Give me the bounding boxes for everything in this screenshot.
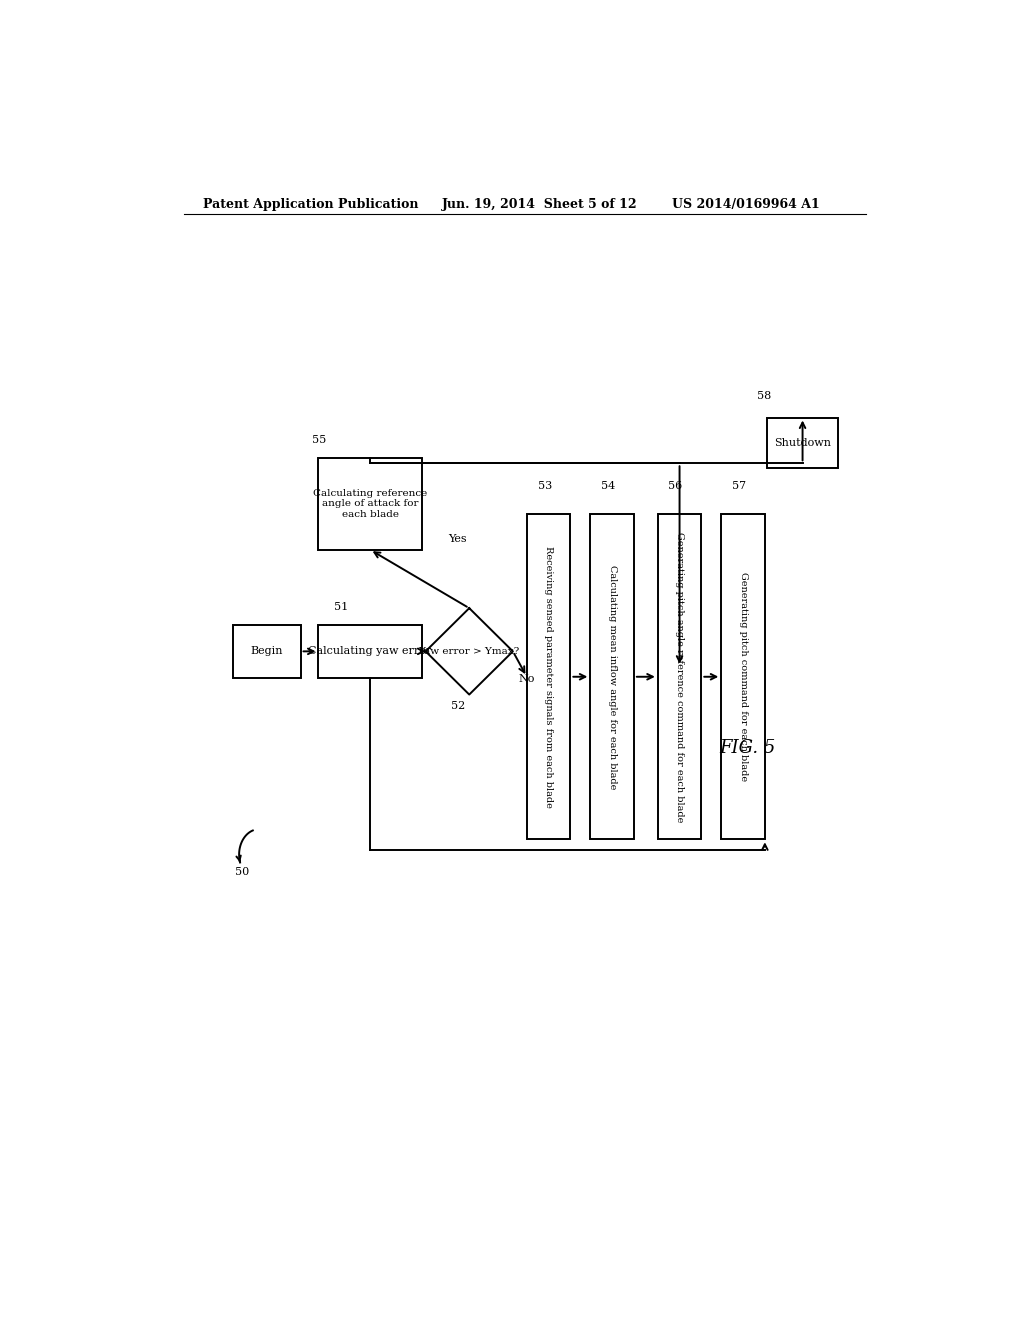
- Text: No: No: [518, 673, 535, 684]
- Bar: [233, 624, 301, 677]
- Text: Yes: Yes: [449, 533, 467, 544]
- Bar: [721, 515, 765, 840]
- Text: Generating pitch command for each blade: Generating pitch command for each blade: [738, 572, 748, 781]
- Text: Jun. 19, 2014  Sheet 5 of 12: Jun. 19, 2014 Sheet 5 of 12: [441, 198, 637, 211]
- Bar: [318, 624, 422, 677]
- Text: FIG. 5: FIG. 5: [719, 739, 775, 756]
- Bar: [657, 515, 701, 840]
- Text: Shutdown: Shutdown: [774, 438, 831, 447]
- Bar: [767, 417, 839, 469]
- Text: Patent Application Publication: Patent Application Publication: [204, 198, 419, 211]
- Text: Begin: Begin: [251, 647, 283, 656]
- Text: Calculating reference
angle of attack for
each blade: Calculating reference angle of attack fo…: [313, 490, 427, 519]
- Text: 53: 53: [538, 480, 552, 491]
- Bar: [590, 515, 634, 840]
- Text: Receiving sensed parameter signals from each blade: Receiving sensed parameter signals from …: [544, 546, 553, 808]
- Text: 56: 56: [669, 480, 683, 491]
- Bar: [318, 458, 422, 549]
- Bar: [526, 515, 570, 840]
- Text: 51: 51: [334, 602, 348, 611]
- Text: Calculating mean inflow angle for each blade: Calculating mean inflow angle for each b…: [607, 565, 616, 789]
- Text: 58: 58: [758, 391, 771, 401]
- Text: 55: 55: [312, 436, 327, 445]
- Text: Generating pitch angle reference command for each blade: Generating pitch angle reference command…: [675, 532, 684, 822]
- Text: 57: 57: [732, 480, 746, 491]
- Text: 52: 52: [451, 701, 465, 711]
- Text: 54: 54: [601, 480, 615, 491]
- Text: US 2014/0169964 A1: US 2014/0169964 A1: [672, 198, 819, 211]
- Text: Calculating yaw error: Calculating yaw error: [308, 647, 432, 656]
- Text: 50: 50: [236, 867, 250, 876]
- Text: Yaw error > Ymax?: Yaw error > Ymax?: [419, 647, 520, 656]
